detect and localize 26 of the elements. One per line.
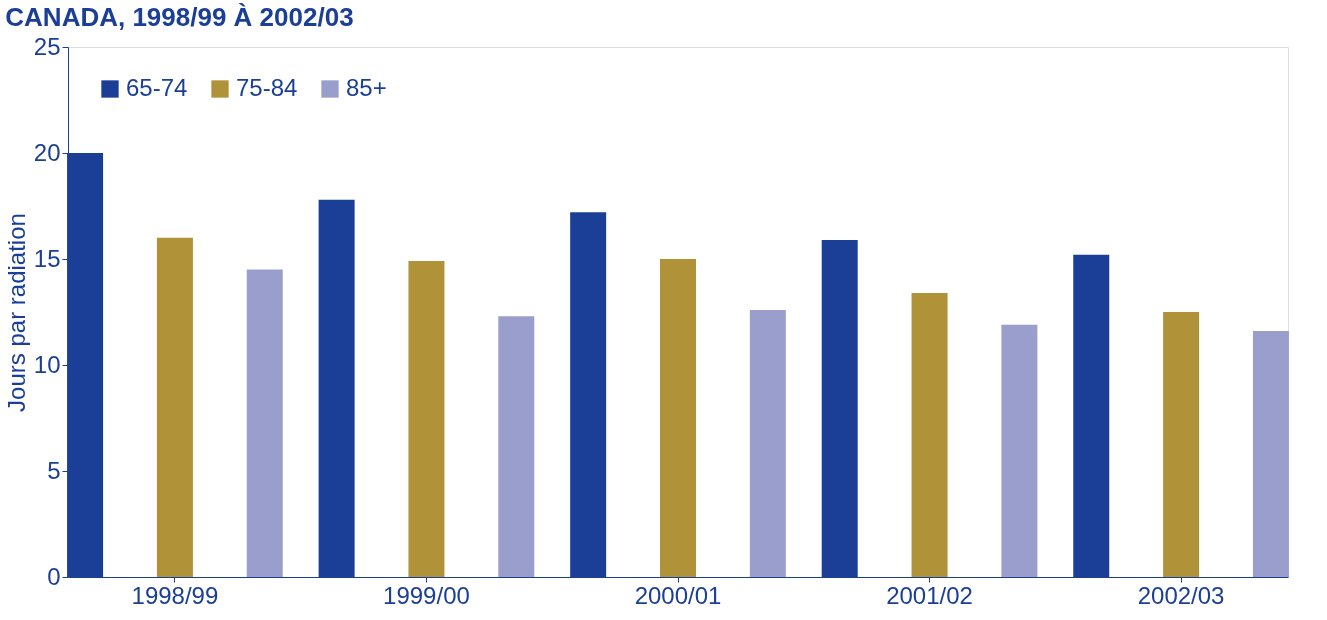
bar (246, 269, 283, 577)
x-tick-label: 1999/00 (383, 581, 470, 609)
bar (498, 316, 535, 577)
y-tick-label: 25 (33, 32, 61, 60)
legend-label: 75-84 (236, 74, 298, 101)
y-tick-label: 0 (47, 562, 61, 590)
bar (660, 259, 696, 577)
y-tick-label: 5 (47, 456, 61, 484)
bar (1001, 324, 1038, 577)
bar (1252, 331, 1289, 577)
bar (1163, 312, 1200, 577)
y-tick-label: 20 (33, 138, 61, 166)
x-tick-label: 2001/02 (886, 581, 973, 609)
legend-label: 65-74 (126, 74, 188, 101)
y-tick-label: 10 (33, 350, 61, 378)
bar (911, 292, 948, 577)
x-tick-label: 1998/99 (131, 581, 219, 609)
bar (749, 309, 786, 577)
x-tick-label: 2002/03 (1137, 581, 1225, 609)
bar (408, 261, 445, 577)
chart-title: CANADA, 1998/99 À 2002/03 (5, 2, 354, 32)
y-axis-title: Jours par radiation (2, 213, 30, 412)
bar (156, 237, 193, 577)
x-tick-label: 2000/01 (634, 581, 722, 609)
legend-label: 85+ (346, 74, 387, 101)
y-tick-label: 15 (33, 244, 61, 272)
